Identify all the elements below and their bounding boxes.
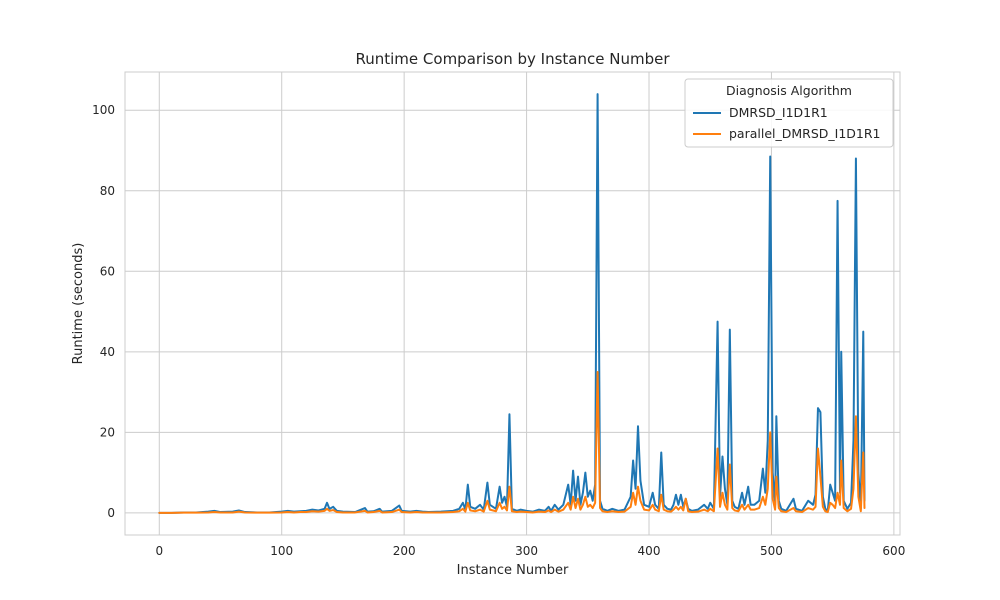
x-tick-label: 300 bbox=[515, 544, 538, 558]
series-line-parallel-dmrsd bbox=[158, 370, 866, 514]
x-tick-label: 100 bbox=[270, 544, 293, 558]
y-tick-label: 0 bbox=[107, 506, 115, 520]
legend-label: DMRSD_I1D1R1 bbox=[729, 105, 828, 120]
legend-title: Diagnosis Algorithm bbox=[726, 83, 852, 98]
x-axis-label: Instance Number bbox=[457, 563, 569, 578]
x-tick-label: 200 bbox=[393, 544, 416, 558]
legend-entries: DMRSD_I1D1R1 parallel_DMRSD_I1D1R1 bbox=[693, 105, 881, 141]
plot-area-frame bbox=[124, 71, 901, 536]
legend: Diagnosis Algorithm DMRSD_I1D1R1 parallel… bbox=[684, 78, 894, 148]
x-tick-label: 600 bbox=[882, 544, 905, 558]
series-lines bbox=[158, 93, 866, 514]
x-tick-label: 0 bbox=[155, 544, 163, 558]
x-tick-label: 500 bbox=[760, 544, 783, 558]
y-tick-label: 60 bbox=[100, 264, 115, 278]
y-tick-label: 20 bbox=[100, 425, 115, 439]
x-tick-label: 400 bbox=[638, 544, 661, 558]
tick-labels: 0 100 200 300 400 500 600 0 20 40 60 80 100 bbox=[92, 103, 905, 558]
y-axis-label: Runtime (seconds) bbox=[71, 243, 86, 365]
y-tick-label: 40 bbox=[100, 345, 115, 359]
legend-box bbox=[684, 78, 894, 148]
y-tick-label: 100 bbox=[92, 103, 115, 117]
legend-label: parallel_DMRSD_I1D1R1 bbox=[729, 126, 881, 141]
y-tick-label: 80 bbox=[100, 184, 115, 198]
chart-title: Runtime Comparison by Instance Number bbox=[356, 50, 671, 68]
